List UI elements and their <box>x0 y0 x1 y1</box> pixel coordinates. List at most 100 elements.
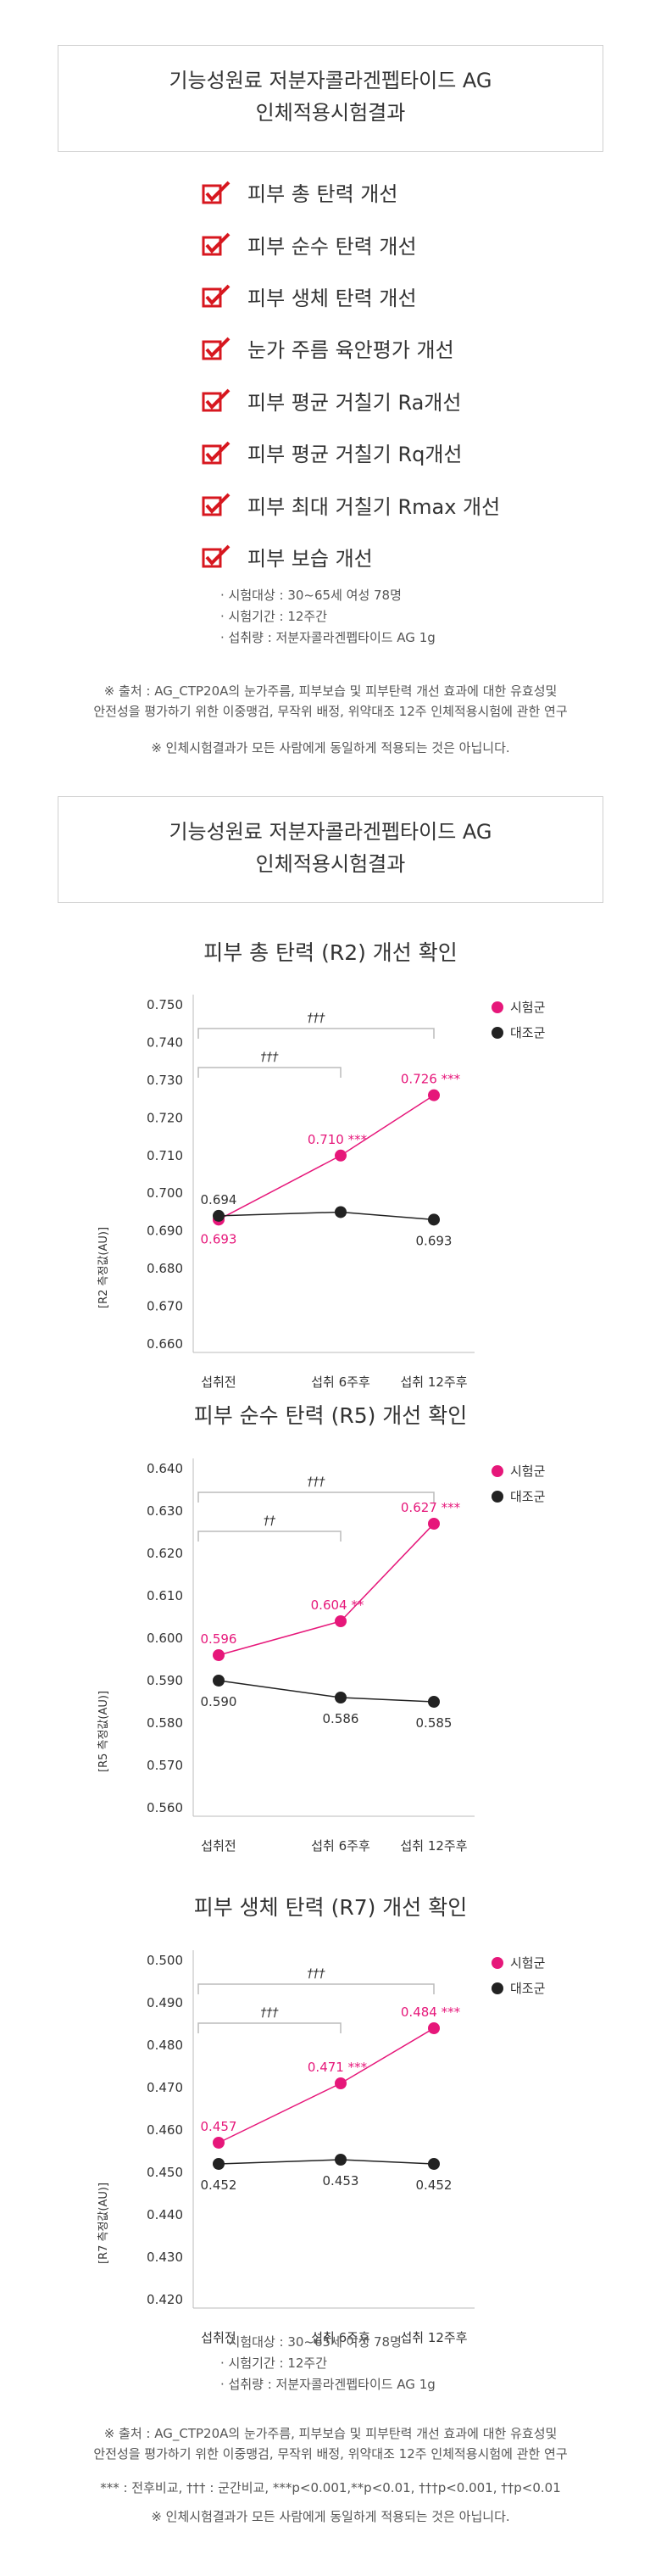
source-note-2-line-1: ※ 출처 : AG_CTP20A의 눈가주름, 피부보습 및 피부탄력 개선 효… <box>103 2426 558 2441</box>
checklist-item: 피부 평균 거칠기 Ra개선 <box>202 375 500 427</box>
y-tick-label: 0.620 <box>147 1546 183 1561</box>
significance-label: ††† <box>261 2006 280 2020</box>
significance-label: ††† <box>308 1012 326 1025</box>
significance-bracket <box>197 1028 435 1039</box>
y-tick-label: 0.560 <box>147 1800 183 1815</box>
disclaimer-2: ※ 인체시험결과가 모든 사람에게 동일하게 적용되는 것은 아닙니다. <box>151 2509 510 2524</box>
checklist-item: 피부 평균 거칠기 Rq개선 <box>202 427 500 478</box>
data-point <box>213 2158 225 2170</box>
y-tick-label: 0.440 <box>147 2207 183 2222</box>
y-tick-label: 0.590 <box>147 1673 183 1688</box>
chart-r2: 0.750 0.740 0.730 0.720 0.710 0.700 0.690 0.680… <box>97 995 546 1390</box>
checklist-label: 피부 최대 거칠기 Rmax 개선 <box>247 494 501 519</box>
y-axis-title: [R2 측정값(AU)] <box>97 1227 110 1308</box>
y-tick-label: 0.570 <box>147 1758 183 1773</box>
legend-label: 시험군 <box>510 1955 546 1971</box>
benefit-checklist: 피부 총 탄력 개선 피부 순수 탄력 개선 피부 생체 탄력 개선 눈가 주름… <box>202 166 500 583</box>
series-line <box>218 2159 435 2165</box>
legend-marker <box>492 1982 503 1994</box>
legend-label: 대조군 <box>510 1489 546 1504</box>
data-point <box>335 1692 347 1703</box>
stats-note: *** : 전후비교, ††† : 군간비교, ***p<0.001,**p<0… <box>100 2480 561 2495</box>
checklist-item: 피부 총 탄력 개선 <box>202 166 500 218</box>
data-point <box>428 1518 440 1530</box>
data-point <box>213 1209 225 1222</box>
study-info-dose: 섭취량 : 저분자콜라겐펩타이드 AG 1g <box>220 627 436 649</box>
data-point <box>335 2154 347 2166</box>
checklist-item: 피부 보습 개선 <box>202 531 500 583</box>
data-label: 0.585 <box>416 1715 453 1731</box>
y-tick-label: 0.500 <box>147 1953 183 1968</box>
y-tick-label: 0.730 <box>147 1073 183 1088</box>
disclaimer-1: ※ 인체시험결과가 모든 사람에게 동일하게 적용되는 것은 아닙니다. <box>151 740 510 756</box>
data-label: 0.694 <box>201 1192 237 1207</box>
y-tick-label: 0.630 <box>147 1503 183 1519</box>
source-note-line-1: ※ 출처 : AG_CTP20A의 눈가주름, 피부보습 및 피부탄력 개선 효… <box>103 683 558 699</box>
data-label: 0.452 <box>416 2177 453 2193</box>
y-axis-title: [R5 측정값(AU)] <box>97 1691 110 1772</box>
significance-bracket <box>197 1492 435 1503</box>
data-label: 0.471 *** <box>308 2060 368 2075</box>
y-axis-title: [R7 측정값(AU)] <box>97 2183 110 2264</box>
chart-title-r7: 피부 생체 탄력 (R7) 개선 확인 <box>193 1895 468 1920</box>
series-line <box>218 2027 435 2144</box>
study-info-subjects: 시험대상 : 30~65세 여성 78명 <box>220 585 436 606</box>
study-info-period-2: 시험기간 : 12주간 <box>220 2353 436 2374</box>
check-icon <box>202 441 232 465</box>
series-line <box>218 1680 435 1703</box>
legend-label: 대조군 <box>510 1981 546 1996</box>
data-point <box>213 1675 225 1687</box>
checklist-label: 피부 평균 거칠기 Ra개선 <box>247 390 462 415</box>
checklist-label: 피부 평균 거칠기 Rq개선 <box>247 443 463 467</box>
y-tick-label: 0.680 <box>147 1261 183 1276</box>
y-tick-label: 0.490 <box>147 1995 183 2010</box>
y-tick-label: 0.580 <box>147 1715 183 1731</box>
second-title-line-2: 인체적용시험결과 <box>255 852 406 876</box>
y-tick-label: 0.460 <box>147 2122 183 2138</box>
data-label: 0.484 *** <box>401 2004 461 2020</box>
study-info-period: 시험기간 : 12주간 <box>220 606 436 627</box>
y-tick-label: 0.690 <box>147 1224 183 1239</box>
significance-bracket <box>197 1531 342 1542</box>
chart-title-r5: 피부 순수 탄력 (R5) 개선 확인 <box>193 1403 468 1428</box>
checklist-label: 피부 생체 탄력 개선 <box>247 286 417 310</box>
checklist-item: 피부 최대 거칠기 Rmax 개선 <box>202 478 500 530</box>
y-tick-label: 0.740 <box>147 1034 183 1050</box>
data-label: 0.586 <box>323 1711 359 1726</box>
data-point <box>428 1696 440 1708</box>
second-title-line-1: 기능성원료 저분자콜라겐펩타이드 AG <box>169 820 492 844</box>
y-tick-label: 0.480 <box>147 2038 183 2053</box>
data-point <box>428 1213 440 1226</box>
y-tick-label: 0.710 <box>147 1148 183 1163</box>
y-tick-label: 0.660 <box>147 1336 183 1352</box>
checklist-item: 눈가 주름 육안평가 개선 <box>202 322 500 374</box>
check-icon <box>202 337 232 360</box>
x-tick-label: 섭취 6주후 <box>311 1374 370 1390</box>
study-info-subjects-2: 시험대상 : 30~65세 여성 78명 <box>220 2332 436 2353</box>
data-label: 0.627 *** <box>401 1500 461 1515</box>
study-info-1: 시험대상 : 30~65세 여성 78명 시험기간 : 12주간 섭취량 : 저… <box>220 585 436 649</box>
series-line <box>218 1211 435 1221</box>
x-tick-label: 섭취전 <box>201 1374 236 1390</box>
data-label: 0.457 <box>201 2119 237 2134</box>
check-icon <box>202 284 232 308</box>
y-tick-label: 0.420 <box>147 2292 183 2307</box>
check-icon <box>202 388 232 412</box>
y-tick-label: 0.470 <box>147 2080 183 2095</box>
y-tick-label: 0.610 <box>147 1588 183 1603</box>
data-label: 0.726 *** <box>401 1072 461 1087</box>
check-icon <box>202 232 232 256</box>
study-info-2: 시험대상 : 30~65세 여성 78명 시험기간 : 12주간 섭취량 : 저… <box>220 2332 436 2395</box>
x-tick-label: 섭취 12주후 <box>400 1838 467 1854</box>
y-tick-label: 0.640 <box>147 1461 183 1476</box>
y-tick-label: 0.600 <box>147 1631 183 1646</box>
significance-bracket <box>197 1983 435 1994</box>
checklist-label: 눈가 주름 육안평가 개선 <box>247 338 454 363</box>
data-label: 0.590 <box>201 1694 237 1709</box>
study-info-dose-2: 섭취량 : 저분자콜라겐펩타이드 AG 1g <box>220 2374 436 2395</box>
data-label: 0.604 ** <box>311 1597 364 1613</box>
source-note-line-2: 안전성을 평가하기 위한 이중맹검, 무작위 배정, 위약대조 12주 인체적용… <box>93 704 568 719</box>
data-point <box>428 2158 440 2170</box>
data-label: 0.453 <box>323 2173 359 2188</box>
data-label: 0.710 *** <box>308 1132 368 1147</box>
